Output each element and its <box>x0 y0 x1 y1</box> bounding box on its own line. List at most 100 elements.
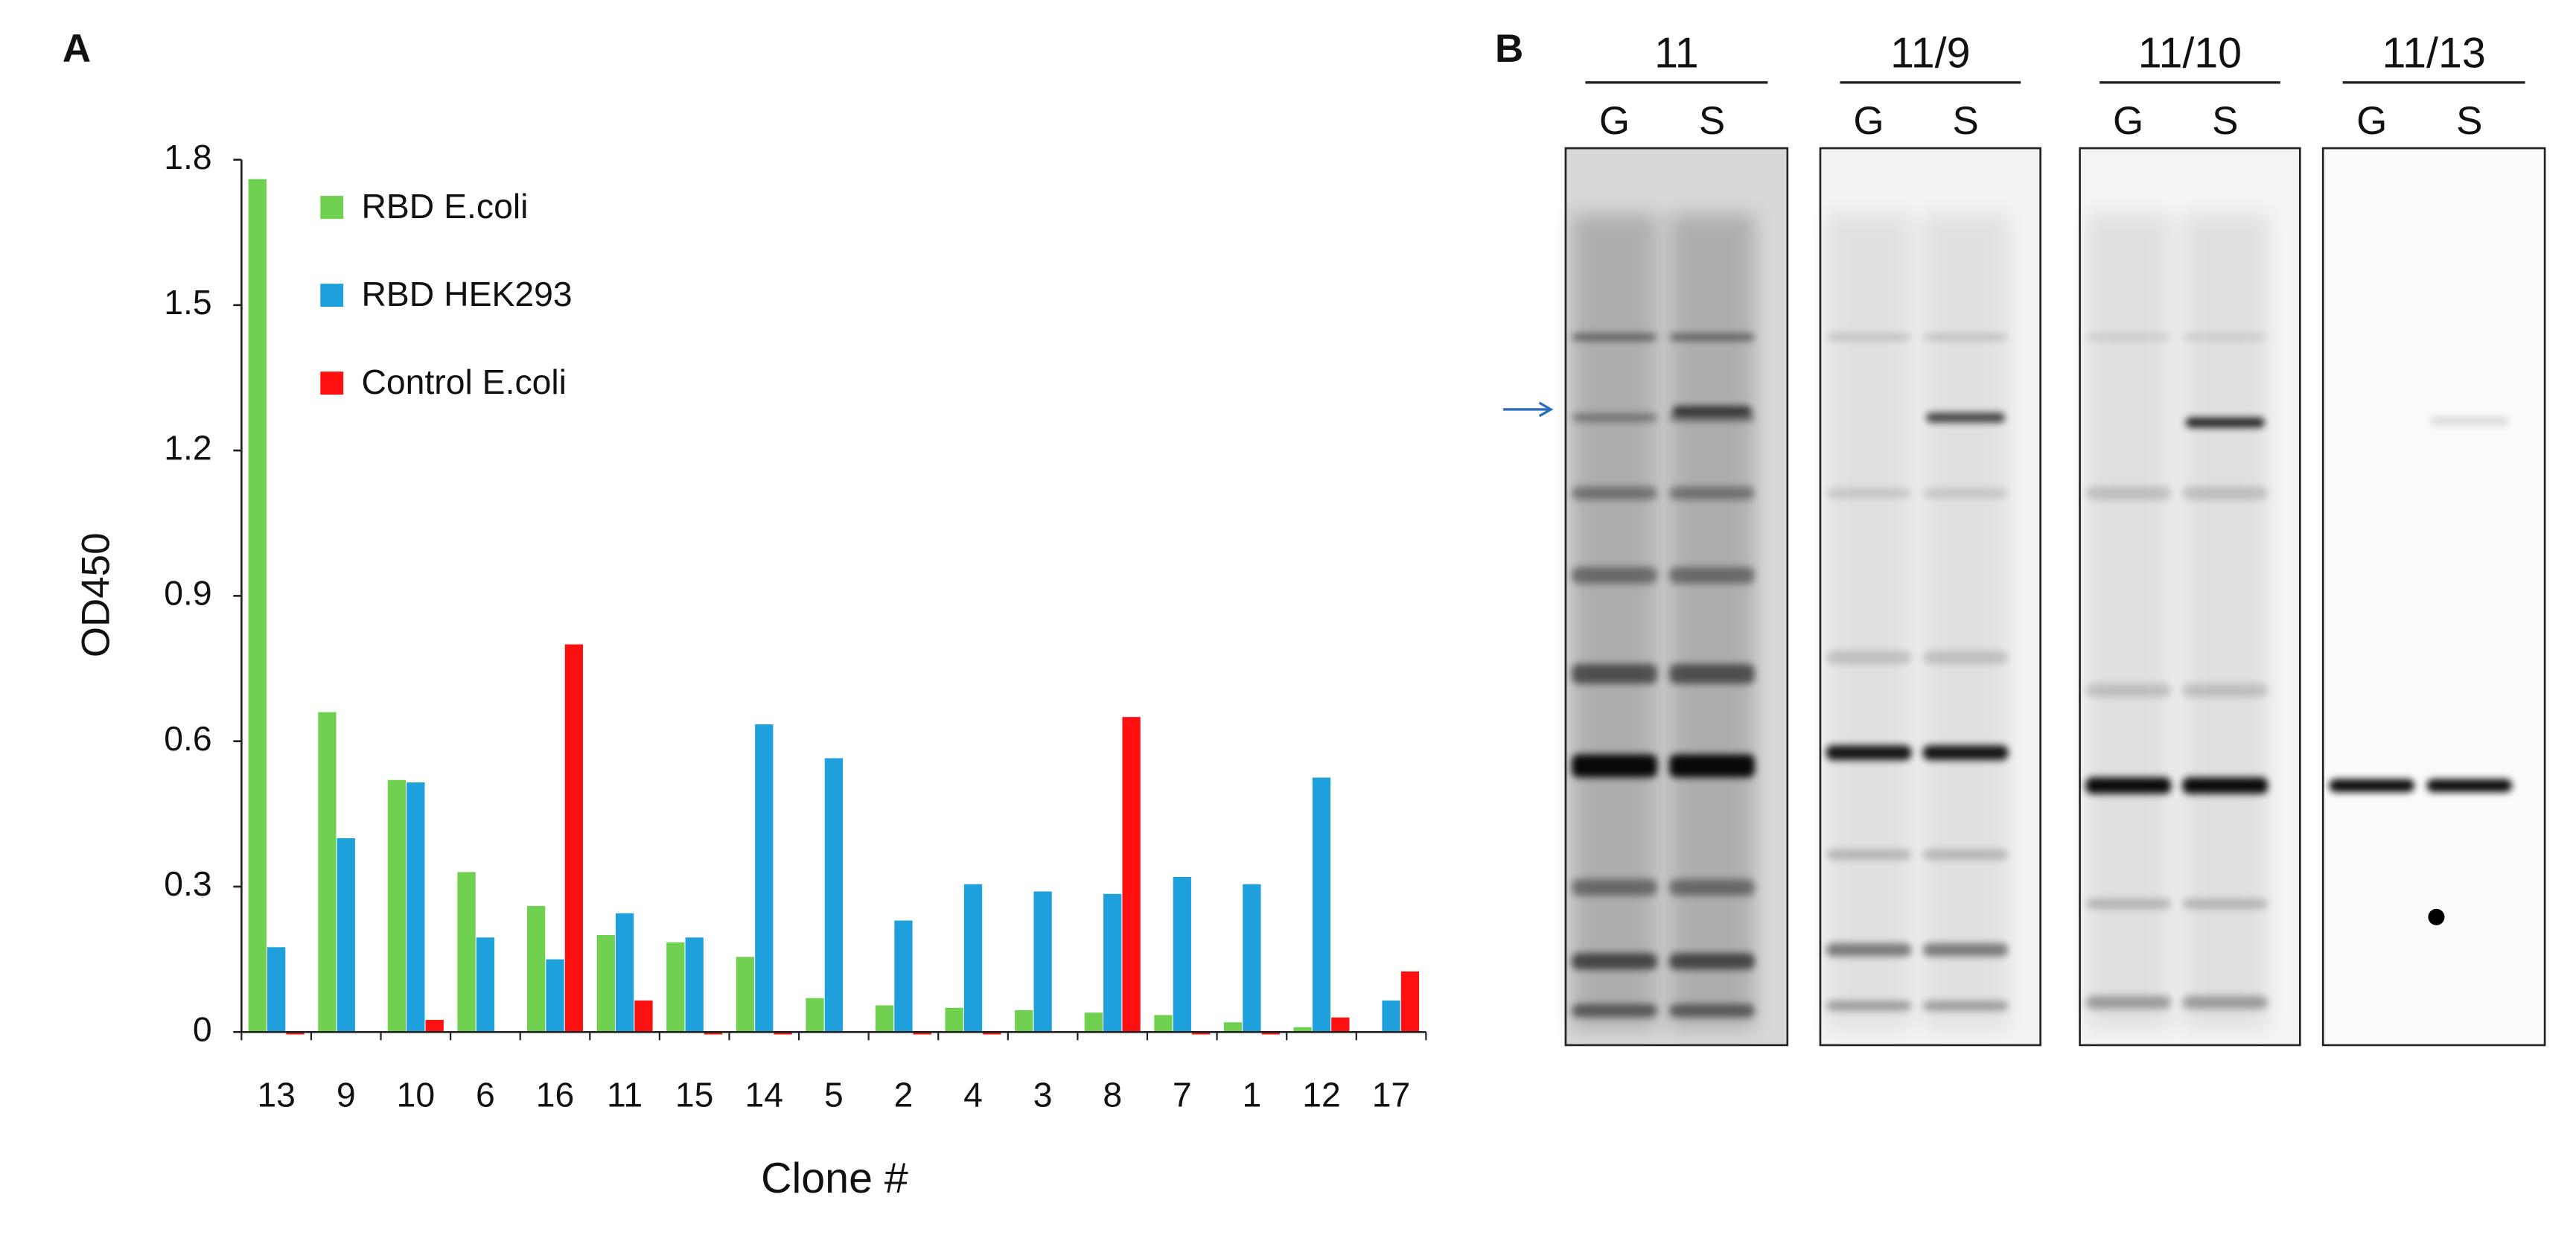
bar <box>634 1000 653 1033</box>
bar <box>425 1019 444 1033</box>
lane-group-label: 11 <box>1654 30 1699 77</box>
bar <box>1400 971 1420 1033</box>
band <box>1572 953 1657 970</box>
bar <box>806 998 824 1033</box>
x-tick-label: 11 <box>607 1076 643 1114</box>
band <box>2429 415 2509 427</box>
bar <box>736 957 755 1033</box>
bar <box>248 179 267 1033</box>
lane-group-label: 11/9 <box>1890 30 1970 77</box>
y-tick-label: 1.5 <box>164 283 211 322</box>
band <box>1572 879 1657 896</box>
legend-swatch <box>320 284 344 307</box>
bar <box>1084 1012 1103 1033</box>
bar <box>1154 1015 1173 1033</box>
legend-label: RBD E.coli <box>361 187 528 226</box>
bar <box>1033 891 1052 1033</box>
band <box>1572 413 1657 422</box>
band <box>1826 334 1912 341</box>
band <box>2085 334 2172 341</box>
x-tick-label: 15 <box>675 1076 714 1114</box>
lane-smear <box>2182 214 2269 1029</box>
bar <box>387 779 407 1033</box>
y-tick-label: 1.8 <box>164 138 211 176</box>
band <box>1669 663 1755 684</box>
band <box>1826 651 1912 664</box>
x-tick-label: 14 <box>745 1076 784 1114</box>
band <box>1572 663 1657 684</box>
x-tick-label: 3 <box>1033 1076 1053 1114</box>
band <box>1922 1001 2009 1011</box>
bar <box>337 838 355 1033</box>
y-tick-label: 0.6 <box>164 719 211 758</box>
band <box>1669 953 1755 970</box>
bar <box>318 712 337 1033</box>
bar <box>666 942 685 1033</box>
y-tick-label: 0 <box>193 1009 212 1048</box>
bar <box>596 935 615 1033</box>
bar <box>267 947 286 1033</box>
band <box>1922 488 2009 499</box>
bar <box>913 1032 931 1035</box>
y-tick-label: 1.2 <box>164 428 211 467</box>
y-tick-label: 0.9 <box>164 574 211 613</box>
bar <box>963 884 983 1033</box>
band <box>1922 334 2009 341</box>
legend-swatch <box>320 371 344 395</box>
y-tick-label: 0.3 <box>164 864 211 903</box>
lane-label: G <box>2113 99 2143 143</box>
blot-border <box>2079 147 2301 1047</box>
lane-group-label: 11/10 <box>2138 30 2242 77</box>
lane-smear <box>1826 214 1912 1029</box>
bar <box>704 1032 723 1035</box>
x-tick-label: 8 <box>1103 1076 1122 1114</box>
blot-panel <box>2323 148 2545 1045</box>
y-axis-title: OD450 <box>74 532 118 657</box>
band <box>2085 777 2172 794</box>
bar <box>1243 884 1261 1033</box>
bar <box>546 959 564 1033</box>
legend-label: RBD HEK293 <box>361 275 572 313</box>
bar <box>1173 876 1191 1033</box>
bar <box>1122 717 1141 1033</box>
x-tick-label: 4 <box>963 1076 983 1114</box>
band <box>1922 943 2009 957</box>
band <box>1572 1004 1657 1018</box>
band <box>1669 879 1755 896</box>
band <box>1826 943 1912 957</box>
x-tick-label: 17 <box>1372 1076 1411 1114</box>
band <box>1826 1001 1912 1011</box>
band <box>1922 651 2009 664</box>
band <box>2182 486 2269 500</box>
plot-area: 0 0.3 0.6 0.9 1.2 1.5 1.8 13 9 10 6 16 11 15 14 5 2 4 3 8 7 1… <box>164 138 1427 1114</box>
bar <box>875 1005 894 1033</box>
band <box>2085 899 2172 909</box>
bar <box>1312 777 1331 1033</box>
band <box>1572 334 1657 341</box>
bar <box>407 782 425 1033</box>
x-tick-label: 1 <box>1243 1076 1262 1114</box>
band <box>1826 745 1912 761</box>
lane-label: G <box>1599 99 1630 143</box>
band <box>2182 777 2269 794</box>
x-tick-label: 10 <box>397 1076 436 1114</box>
band <box>1572 754 1657 778</box>
bar <box>1293 1027 1312 1033</box>
bar <box>774 1032 792 1035</box>
lane-label: G <box>2356 99 2387 143</box>
bar <box>1015 1009 1033 1033</box>
bar <box>615 913 634 1033</box>
band <box>2182 995 2269 1009</box>
band <box>2426 779 2513 793</box>
band <box>1672 406 1752 416</box>
band <box>1669 334 1755 341</box>
lane-label: S <box>2212 99 2238 143</box>
band <box>2182 683 2269 698</box>
lane-label: S <box>2456 99 2482 143</box>
arrow-head <box>1538 401 1554 418</box>
band <box>1669 567 1755 584</box>
bar <box>527 906 546 1033</box>
band <box>1926 412 2006 423</box>
bar <box>983 1032 1001 1035</box>
